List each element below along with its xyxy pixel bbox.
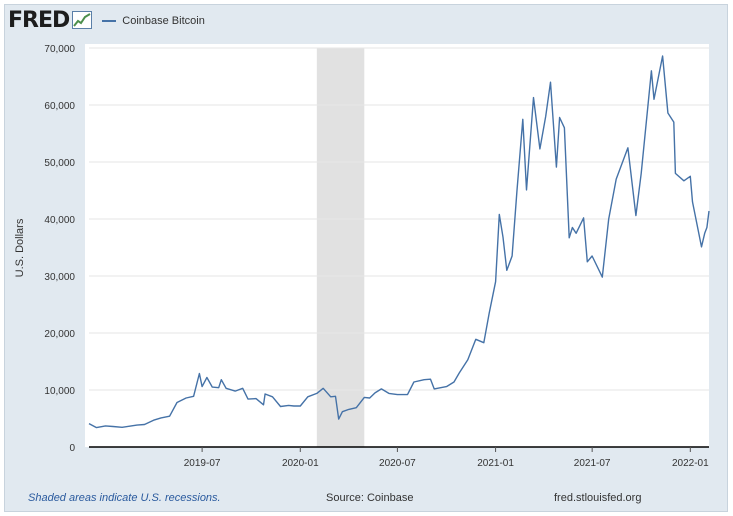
recession-note: Shaded areas indicate U.S. recessions. bbox=[28, 492, 221, 504]
y-tick-label: 40,000 bbox=[44, 215, 75, 226]
legend-swatch bbox=[102, 20, 117, 22]
y-tick-label: 60,000 bbox=[44, 101, 75, 112]
y-tick-label: 0 bbox=[69, 443, 75, 454]
plot-area bbox=[85, 44, 709, 447]
fred-logo[interactable]: FRED bbox=[8, 8, 70, 33]
y-tick-label: 50,000 bbox=[44, 158, 75, 169]
recession-band bbox=[316, 48, 365, 447]
fred-graph-icon bbox=[72, 11, 93, 29]
series-line bbox=[88, 55, 710, 429]
x-tick-label: 2019-07 bbox=[184, 458, 221, 469]
y-tick-label: 30,000 bbox=[44, 272, 75, 283]
y-tick-label: 70,000 bbox=[44, 44, 75, 55]
x-tick-label: 2022-01 bbox=[672, 458, 709, 469]
legend-label[interactable]: Coinbase Bitcoin bbox=[122, 15, 205, 27]
source-label: Source: Coinbase bbox=[326, 492, 414, 504]
x-tick-label: 2021-01 bbox=[477, 458, 514, 469]
x-tick-label: 2021-07 bbox=[574, 458, 611, 469]
graph-header: FRED Coinbase Bitcoin bbox=[8, 8, 205, 34]
y-tick-label: 10,000 bbox=[44, 386, 75, 397]
x-tick-label: 2020-07 bbox=[379, 458, 416, 469]
chart-legend: Coinbase Bitcoin bbox=[102, 15, 205, 27]
y-tick-label: 20,000 bbox=[44, 329, 75, 340]
site-link[interactable]: fred.stlouisfed.org bbox=[554, 492, 642, 504]
x-tick-label: 2020-01 bbox=[282, 458, 319, 469]
